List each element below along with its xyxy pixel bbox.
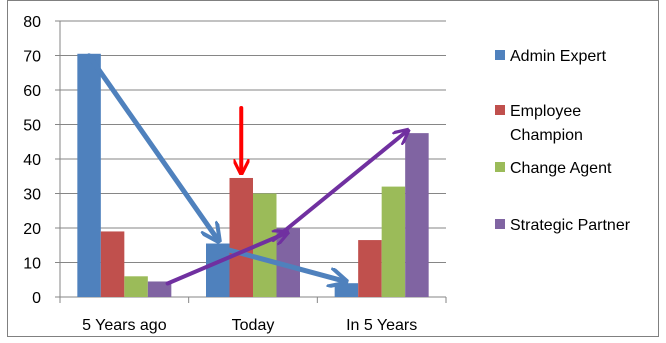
y-tick-label: 60 bbox=[23, 83, 41, 100]
bar-change-agent-in-5-years bbox=[381, 186, 406, 297]
y-tick-label: 30 bbox=[23, 187, 41, 204]
y-tick-label: 40 bbox=[23, 152, 41, 169]
legend-swatch-admin-expert bbox=[495, 50, 505, 60]
bar-employee-champion-today bbox=[229, 177, 253, 297]
legend: Admin Expert Employee Champion Change Agent… bbox=[495, 48, 631, 234]
bar-strategic-partner-in-5-years bbox=[405, 133, 429, 297]
legend-label-strategic-partner: Strategic Partner bbox=[510, 217, 631, 234]
bar-change-agent-today bbox=[253, 193, 277, 297]
legend-swatch-change-agent bbox=[495, 162, 505, 172]
x-tick-labels: 5 Years ago Today In 5 Years bbox=[82, 317, 417, 334]
trend-arrow-strategic-partner-2 bbox=[271, 131, 407, 242]
x-tick-label: Today bbox=[232, 317, 275, 334]
y-tick-label: 80 bbox=[23, 14, 41, 31]
legend-swatch-strategic-partner bbox=[495, 219, 505, 229]
legend-label-change-agent: Change Agent bbox=[510, 160, 612, 177]
x-tick-label: 5 Years ago bbox=[82, 317, 167, 334]
bar-employee-champion-in-5-years bbox=[358, 240, 382, 297]
y-tick-label: 20 bbox=[23, 221, 41, 238]
x-tick-label: In 5 Years bbox=[346, 317, 417, 334]
y-tick-label: 50 bbox=[23, 118, 41, 135]
y-tick-label: 70 bbox=[23, 49, 41, 66]
bar-admin-expert-in-5-years bbox=[334, 283, 359, 297]
bar-admin-expert-5-years-ago bbox=[77, 53, 101, 298]
y-tick-label: 0 bbox=[32, 290, 41, 307]
legend-label-employee-champion: Employee Champion bbox=[510, 103, 583, 144]
y-tick-labels: 0 10 20 30 40 50 60 70 80 bbox=[23, 14, 41, 307]
bar-strategic-partner-5-years-ago bbox=[147, 281, 172, 297]
bars bbox=[77, 53, 429, 298]
legend-swatch-employee-champion bbox=[495, 105, 505, 115]
y-tick-label: 10 bbox=[23, 256, 41, 273]
trend-arrow-strategic-partner-1 bbox=[165, 233, 287, 286]
bar-admin-expert-today bbox=[206, 243, 230, 297]
bar-change-agent-5-years-ago bbox=[124, 276, 148, 297]
annotations bbox=[86, 53, 407, 286]
legend-label-admin-expert: Admin Expert bbox=[510, 48, 607, 65]
trend-arrow-admin-expert-1 bbox=[86, 53, 218, 240]
bar-employee-champion-5-years-ago bbox=[100, 231, 125, 297]
